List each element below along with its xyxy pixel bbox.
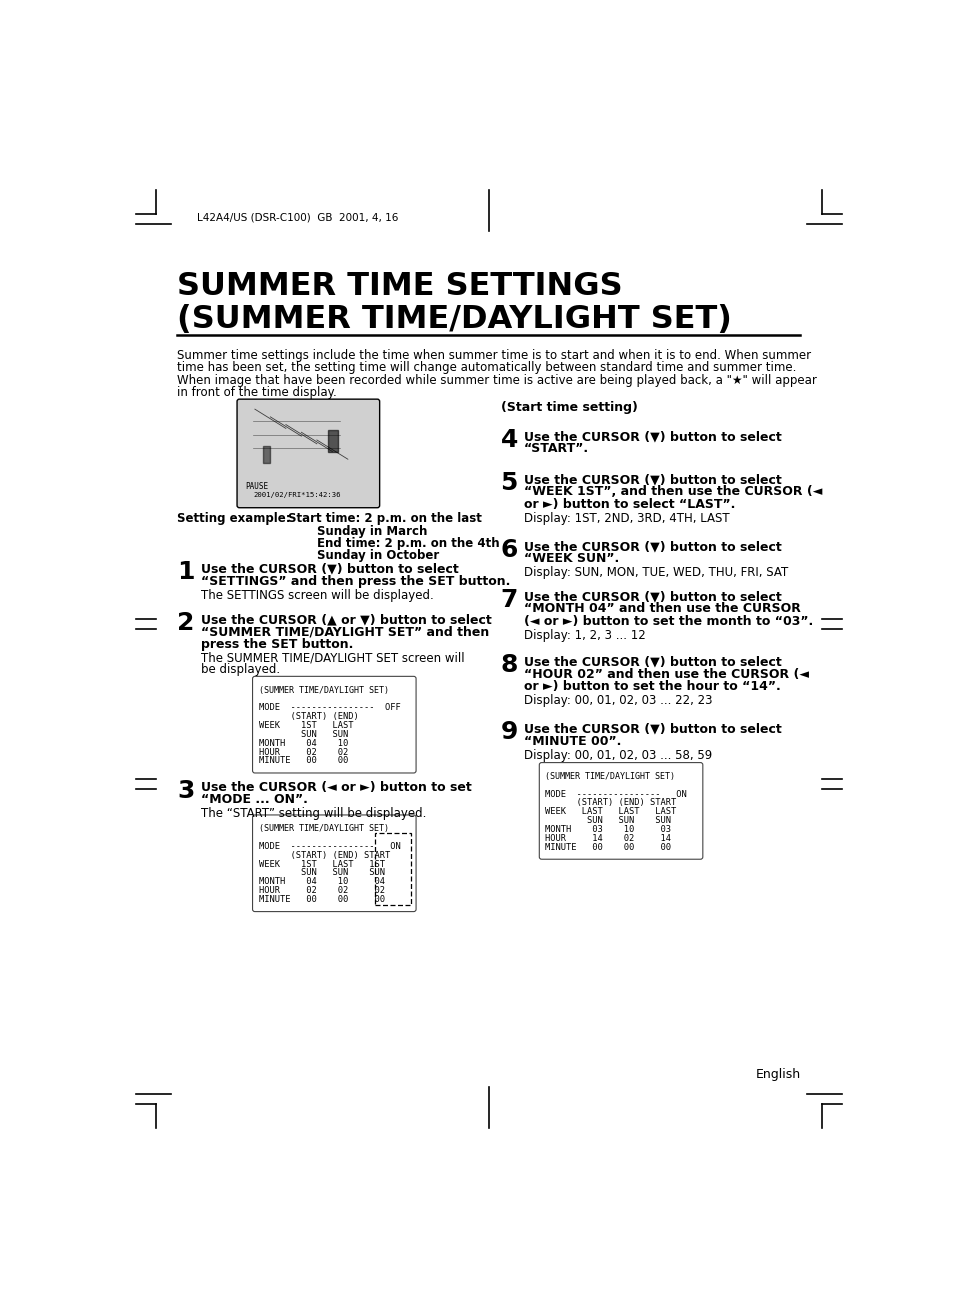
Text: (◄ or ►) button to set the month to “03”.: (◄ or ►) button to set the month to “03”… [523,615,812,628]
Text: “WEEK 1ST”, and then use the CURSOR (◄: “WEEK 1ST”, and then use the CURSOR (◄ [523,485,821,499]
Text: Use the CURSOR (▼) button to select: Use the CURSOR (▼) button to select [523,590,781,603]
Text: Use the CURSOR (▼) button to select: Use the CURSOR (▼) button to select [523,655,781,668]
Text: PAUSE: PAUSE [245,483,269,491]
Text: “MINUTE 00”.: “MINUTE 00”. [523,735,620,748]
Text: MINUTE   00    00     00: MINUTE 00 00 00 [258,895,384,904]
Text: “HOUR 02” and then use the CURSOR (◄: “HOUR 02” and then use the CURSOR (◄ [523,668,808,681]
Text: (SUMMER TIME/DAYLIGHT SET): (SUMMER TIME/DAYLIGHT SET) [177,304,732,334]
Text: be displayed.: be displayed. [200,663,279,676]
Text: (SUMMER TIME/DAYLIGHT SET): (SUMMER TIME/DAYLIGHT SET) [545,771,675,780]
Text: “SETTINGS” and then press the SET button.: “SETTINGS” and then press the SET button… [200,574,510,587]
Text: Display: 1, 2, 3 ... 12: Display: 1, 2, 3 ... 12 [523,629,645,642]
Text: 8: 8 [500,654,517,677]
Text: When image that have been recorded while summer time is active are being played : When image that have been recorded while… [177,373,817,386]
Text: The SETTINGS screen will be displayed.: The SETTINGS screen will be displayed. [200,589,433,602]
Text: Use the CURSOR (◄ or ►) button to set: Use the CURSOR (◄ or ►) button to set [200,782,471,793]
Text: (START) (END) START: (START) (END) START [258,851,390,860]
Text: HOUR     02    02     02: HOUR 02 02 02 [258,886,384,895]
Text: L42A4/US (DSR-C100)  GB  2001, 4, 16: L42A4/US (DSR-C100) GB 2001, 4, 16 [196,211,397,222]
Text: time has been set, the setting time will change automatically between standard t: time has been set, the setting time will… [177,361,796,375]
Text: English: English [755,1067,800,1081]
Text: (Start time setting): (Start time setting) [500,402,637,415]
Text: The SUMMER TIME/DAYLIGHT SET screen will: The SUMMER TIME/DAYLIGHT SET screen will [200,651,464,664]
Text: (START) (END): (START) (END) [258,713,358,722]
Text: Use the CURSOR (▼) button to select: Use the CURSOR (▼) button to select [200,562,457,576]
Text: (SUMMER TIME/DAYLIGHT SET): (SUMMER TIME/DAYLIGHT SET) [258,825,388,833]
Text: WEEK    1ST   LAST: WEEK 1ST LAST [258,720,353,729]
Text: MODE  ----------------  OFF: MODE ---------------- OFF [258,703,400,713]
Text: 4: 4 [500,428,517,452]
FancyBboxPatch shape [236,399,379,508]
Text: Use the CURSOR (▼) button to select: Use the CURSOR (▼) button to select [523,540,781,553]
Text: Use the CURSOR (▼) button to select: Use the CURSOR (▼) button to select [523,429,781,442]
Text: 2001/02/FRI*15:42:36: 2001/02/FRI*15:42:36 [253,492,340,499]
Text: MINUTE   00    00     00: MINUTE 00 00 00 [545,843,671,852]
Text: Use the CURSOR (▼) button to select: Use the CURSOR (▼) button to select [523,723,781,736]
Text: Start time: 2 p.m. on the last: Start time: 2 p.m. on the last [288,513,481,526]
Text: 5: 5 [500,471,517,495]
Text: “WEEK SUN”.: “WEEK SUN”. [523,552,618,565]
Text: SUN   SUN    SUN: SUN SUN SUN [545,816,671,825]
Text: 9: 9 [500,720,517,744]
Text: “START”.: “START”. [523,442,588,455]
Text: End time: 2 p.m. on the 4th: End time: 2 p.m. on the 4th [316,536,499,549]
Bar [375,833,411,904]
Text: in front of the time display.: in front of the time display. [177,386,336,399]
Text: 2: 2 [177,611,194,636]
Text: or ►) button to select “LAST”.: or ►) button to select “LAST”. [523,497,735,510]
Text: MODE  ----------------   ON: MODE ---------------- ON [258,842,400,851]
Text: SUN   SUN    SUN: SUN SUN SUN [258,868,384,877]
Text: WEEK    1ST   LAST   1ST: WEEK 1ST LAST 1ST [258,860,384,869]
Text: (START) (END) START: (START) (END) START [545,799,676,808]
Text: Display: SUN, MON, TUE, WED, THU, FRI, SAT: Display: SUN, MON, TUE, WED, THU, FRI, S… [523,566,787,579]
Text: 3: 3 [177,779,194,803]
Text: 1: 1 [177,560,194,585]
Bar [262,446,270,463]
Text: 6: 6 [500,538,517,561]
Text: “MODE ... ON”.: “MODE ... ON”. [200,793,307,806]
Text: “SUMMER TIME/DAYLIGHT SET” and then: “SUMMER TIME/DAYLIGHT SET” and then [200,625,488,638]
Text: press the SET button.: press the SET button. [200,638,353,651]
Text: HOUR     02    02: HOUR 02 02 [258,748,348,757]
Text: Sunday in March: Sunday in March [316,525,427,538]
Text: Use the CURSOR (▲ or ▼) button to select: Use the CURSOR (▲ or ▼) button to select [200,613,491,626]
FancyBboxPatch shape [538,762,702,859]
Text: (SUMMER TIME/DAYLIGHT SET): (SUMMER TIME/DAYLIGHT SET) [258,685,388,694]
Text: or ►) button to set the hour to “14”.: or ►) button to set the hour to “14”. [523,680,780,693]
Text: MODE  ----------------   ON: MODE ---------------- ON [545,790,686,799]
Text: Display: 00, 01, 02, 03 ... 22, 23: Display: 00, 01, 02, 03 ... 22, 23 [523,694,712,707]
FancyBboxPatch shape [253,814,416,912]
Text: MONTH    03    10     03: MONTH 03 10 03 [545,825,671,834]
Text: MINUTE   00    00: MINUTE 00 00 [258,757,348,766]
Text: Setting example:: Setting example: [177,513,291,526]
Text: Display: 1ST, 2ND, 3RD, 4TH, LAST: Display: 1ST, 2ND, 3RD, 4TH, LAST [523,512,729,525]
Text: Summer time settings include the time when summer time is to start and when it i: Summer time settings include the time wh… [177,350,811,361]
Text: The “START” setting will be displayed.: The “START” setting will be displayed. [200,808,426,821]
Text: MONTH    04    10: MONTH 04 10 [258,739,348,748]
Text: WEEK   LAST   LAST   LAST: WEEK LAST LAST LAST [545,808,676,816]
Text: SUN   SUN: SUN SUN [258,729,348,739]
Text: HOUR     14    02     14: HOUR 14 02 14 [545,834,671,843]
Text: “MONTH 04” and then use the CURSOR: “MONTH 04” and then use the CURSOR [523,603,800,616]
Text: Display: 00, 01, 02, 03 ... 58, 59: Display: 00, 01, 02, 03 ... 58, 59 [523,749,711,762]
Bar [328,429,337,452]
Text: SUMMER TIME SETTINGS: SUMMER TIME SETTINGS [177,270,622,301]
Text: MONTH    04    10     04: MONTH 04 10 04 [258,877,384,886]
Text: 7: 7 [500,587,517,612]
FancyBboxPatch shape [253,676,416,773]
Text: Sunday in October: Sunday in October [316,549,438,562]
Text: Use the CURSOR (▼) button to select: Use the CURSOR (▼) button to select [523,474,781,485]
